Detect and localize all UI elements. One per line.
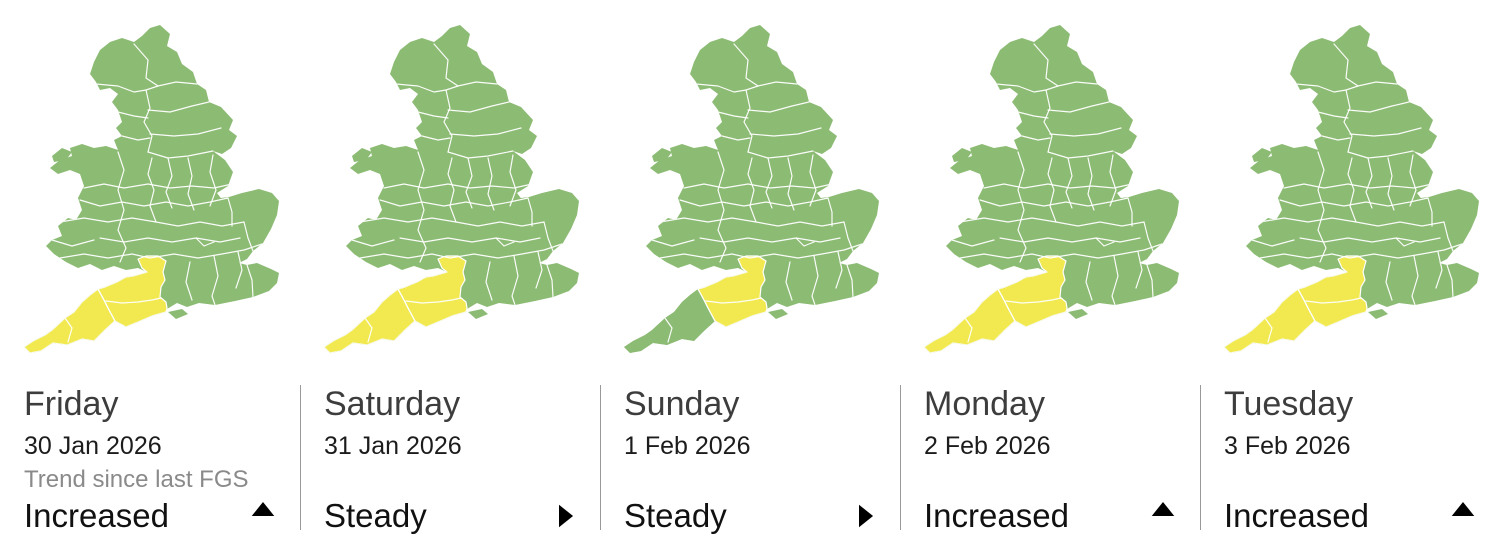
day-name: Friday [24, 385, 119, 423]
england-wales-risk-map [1200, 0, 1500, 380]
right-arrow-icon [840, 501, 878, 531]
panel-divider [300, 385, 301, 530]
day-date: 2 Feb 2026 [924, 431, 1051, 460]
panel-divider [1200, 385, 1201, 530]
day-panel: Sunday 1 Feb 2026 Steady [600, 0, 900, 540]
trend-status: Increased [24, 496, 169, 534]
trend-since-label [324, 465, 600, 495]
day-name: Sunday [624, 385, 740, 423]
trend-since-label [1224, 465, 1500, 495]
day-name: Tuesday [1224, 385, 1354, 423]
day-summary: Friday 30 Jan 2026 Trend since last FGS … [24, 384, 300, 535]
day-name: Saturday [324, 385, 461, 423]
trend-status-row: Steady [324, 497, 600, 535]
trend-status-row: Increased [1224, 497, 1500, 535]
up-arrow-icon [1148, 497, 1178, 535]
trend-status-row: Increased [24, 497, 300, 535]
day-summary: Saturday 31 Jan 2026 Steady [324, 384, 600, 535]
day-date: 1 Feb 2026 [624, 431, 751, 460]
england-wales-risk-map [900, 0, 1200, 380]
day-summary: Monday 2 Feb 2026 Increased [924, 384, 1200, 535]
trend-status: Steady [624, 496, 727, 534]
trend-status-row: Steady [624, 497, 900, 535]
panel-divider [900, 385, 901, 530]
panel-divider [600, 385, 601, 530]
day-panel: Friday 30 Jan 2026 Trend since last FGS … [0, 0, 300, 540]
trend-status-row: Increased [924, 497, 1200, 535]
day-summary: Tuesday 3 Feb 2026 Increased [1224, 384, 1500, 535]
england-wales-risk-map [300, 0, 600, 380]
trend-status: Steady [324, 496, 427, 534]
trend-status: Increased [924, 496, 1069, 534]
day-panel: Tuesday 3 Feb 2026 Increased [1200, 0, 1500, 540]
england-wales-risk-map [600, 0, 900, 380]
england-wales-risk-map [0, 0, 300, 380]
day-date: 3 Feb 2026 [1224, 431, 1351, 460]
day-panel: Monday 2 Feb 2026 Increased [900, 0, 1200, 540]
day-date: 31 Jan 2026 [324, 431, 462, 460]
trend-since-label [924, 465, 1200, 495]
right-arrow-icon [540, 501, 578, 531]
trend-since-label: Trend since last FGS [24, 465, 249, 493]
up-arrow-icon [248, 497, 278, 535]
day-name: Monday [924, 385, 1045, 423]
trend-status: Increased [1224, 496, 1369, 534]
trend-since-label [624, 465, 900, 495]
day-panel: Saturday 31 Jan 2026 Steady [300, 0, 600, 540]
day-date: 30 Jan 2026 [24, 431, 162, 460]
day-summary: Sunday 1 Feb 2026 Steady [624, 384, 900, 535]
up-arrow-icon [1448, 497, 1478, 535]
